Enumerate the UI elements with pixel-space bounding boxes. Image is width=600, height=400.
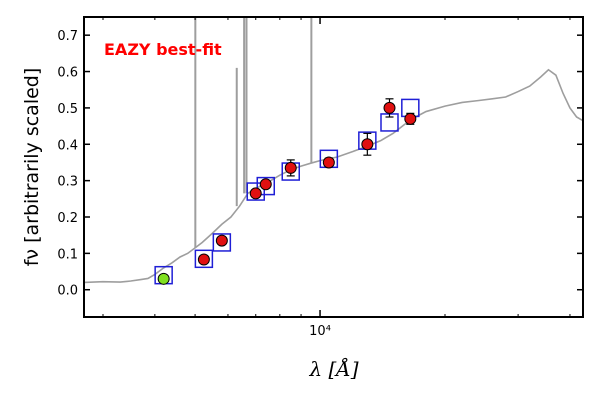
observed-flux-point: [215, 234, 228, 247]
observed-flux-point: [197, 253, 210, 266]
model-flux-box: [212, 233, 232, 252]
plot-inner: [84, 17, 583, 285]
observed-flux-point: [383, 101, 396, 114]
y-tick-label: 0.1: [57, 247, 78, 262]
observed-flux-point: [404, 112, 417, 125]
template-spectrum-line: [84, 68, 583, 284]
y-tick-label: 0.5: [57, 102, 78, 117]
observed-flux-point: [157, 272, 170, 285]
x-axis-label: λ [Å]: [308, 356, 358, 381]
y-tick-label: 0.7: [57, 29, 78, 44]
y-tick-label: 0.6: [57, 66, 78, 81]
plot-frame: [83, 16, 584, 318]
x-tick-label: 10⁴: [309, 324, 331, 339]
y-tick-label: 0.2: [57, 211, 78, 226]
annotation-label: EAZY best-fit: [104, 40, 222, 59]
y-tick-label: 0.4: [57, 138, 78, 153]
observed-flux-point: [322, 156, 335, 169]
observed-flux-point: [249, 187, 262, 200]
y-tick-label: 0.0: [57, 284, 78, 299]
y-axis-label: fν [arbitrarily scaled]: [21, 68, 43, 267]
model-flux-box: [256, 176, 276, 196]
model-flux-box: [194, 249, 214, 269]
observed-flux-point: [361, 138, 374, 151]
axis-ticks: 0.0 0.1 0.2 0.3 0.4 0.5 0.6 0.7 10⁴: [57, 17, 583, 339]
y-tick-label: 0.3: [57, 175, 78, 190]
observed-flux-point: [284, 161, 297, 174]
model-flux-box: [246, 182, 265, 201]
plot-content: [84, 17, 583, 285]
observed-flux-point: [259, 178, 272, 191]
